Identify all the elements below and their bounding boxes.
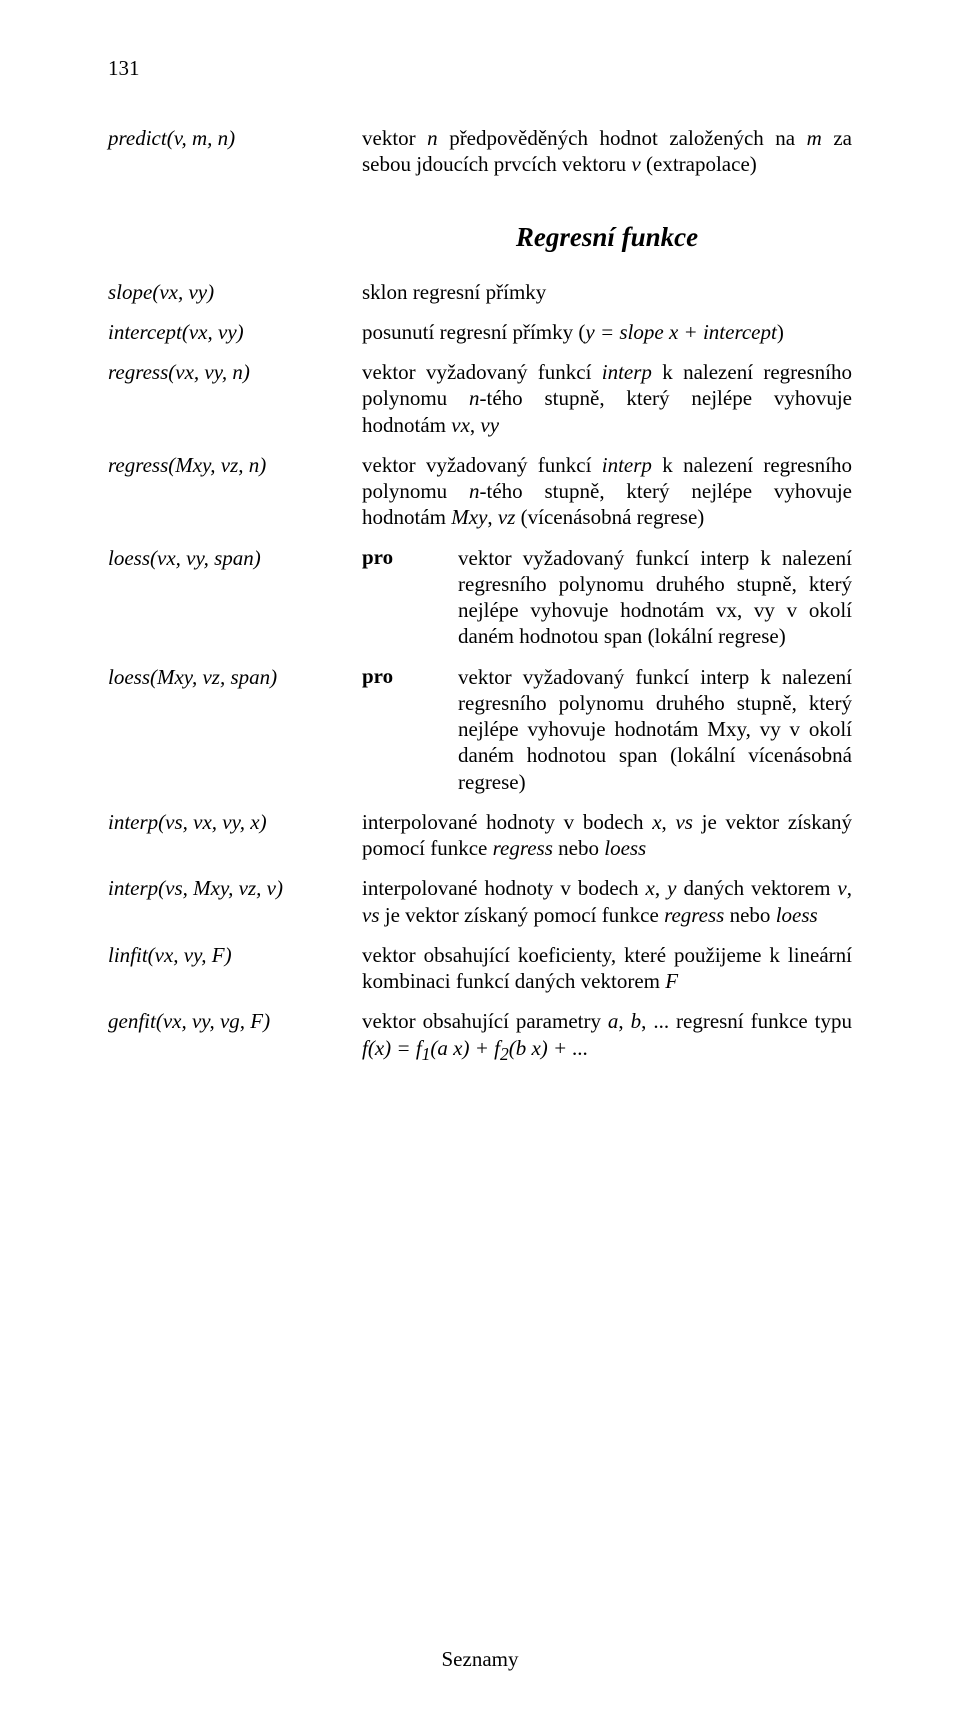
footer-text: Seznamy: [0, 1647, 960, 1672]
term-interp-vs-mxy: interp(vs, Mxy, vz, v): [108, 875, 362, 901]
document-page: 131 predict(v, m, n) vektor n předpovědě…: [0, 0, 960, 1726]
desc-loess-mxy: vektor vyžadovaný funkcí interp k naleze…: [458, 664, 852, 795]
term-intercept: intercept(vx, vy): [108, 319, 362, 345]
page-number: 131: [108, 56, 852, 81]
entry-interp-vs-vx: interp(vs, vx, vy, x) interpolované hodn…: [108, 809, 852, 862]
entry-intercept: intercept(vx, vy) posunutí regresní přím…: [108, 319, 852, 345]
entry-predict: predict(v, m, n) vektor n předpověděných…: [108, 125, 852, 178]
desc-linfit: vektor obsahující koeficienty, které pou…: [362, 942, 852, 995]
desc-genfit: vektor obsahující parametry a, b, ... re…: [362, 1008, 852, 1065]
entry-linfit: linfit(vx, vy, F) vektor obsahující koef…: [108, 942, 852, 995]
entry-regress-mxy: regress(Mxy, vz, n) vektor vyžadovaný fu…: [108, 452, 852, 531]
pro-mark: pro: [362, 545, 458, 570]
entry-loess-mxy: loess(Mxy, vz, span) pro vektor vyžadova…: [108, 664, 852, 795]
term-loess-vx: loess(vx, vy, span): [108, 545, 362, 571]
entry-slope: slope(vx, vy) sklon regresní přímky: [108, 279, 852, 305]
term-genfit: genfit(vx, vy, vg, F): [108, 1008, 362, 1034]
desc-intercept: posunutí regresní přímky (y = slope x + …: [362, 319, 852, 345]
term-regress-mxy: regress(Mxy, vz, n): [108, 452, 362, 478]
desc-loess-vx: vektor vyžadovaný funkcí interp k naleze…: [458, 545, 852, 650]
entry-genfit: genfit(vx, vy, vg, F) vektor obsahující …: [108, 1008, 852, 1065]
term-slope: slope(vx, vy): [108, 279, 362, 305]
term-linfit: linfit(vx, vy, F): [108, 942, 362, 968]
term-predict: predict(v, m, n): [108, 125, 362, 151]
term-loess-mxy: loess(Mxy, vz, span): [108, 664, 362, 690]
desc-slope: sklon regresní přímky: [362, 279, 852, 305]
desc-interp-vs-mxy: interpolované hodnoty v bodech x, y daný…: [362, 875, 852, 928]
desc-predict: vektor n předpověděných hodnot založenýc…: [362, 125, 852, 178]
desc-regress-mxy: vektor vyžadovaný funkcí interp k naleze…: [362, 452, 852, 531]
desc-loess-vx-wrap: pro vektor vyžadovaný funkcí interp k na…: [362, 545, 852, 650]
term-regress-vx: regress(vx, vy, n): [108, 359, 362, 385]
section-heading: Regresní funkce: [362, 222, 852, 253]
desc-loess-mxy-wrap: pro vektor vyžadovaný funkcí interp k na…: [362, 664, 852, 795]
desc-regress-vx: vektor vyžadovaný funkcí interp k naleze…: [362, 359, 852, 438]
entry-interp-vs-mxy: interp(vs, Mxy, vz, v) interpolované hod…: [108, 875, 852, 928]
entry-loess-vx: loess(vx, vy, span) pro vektor vyžadovan…: [108, 545, 852, 650]
desc-interp-vs-vx: interpolované hodnoty v bodech x, vs je …: [362, 809, 852, 862]
term-interp-vs-vx: interp(vs, vx, vy, x): [108, 809, 362, 835]
entry-regress-vx: regress(vx, vy, n) vektor vyžadovaný fun…: [108, 359, 852, 438]
pro-mark: pro: [362, 664, 458, 689]
